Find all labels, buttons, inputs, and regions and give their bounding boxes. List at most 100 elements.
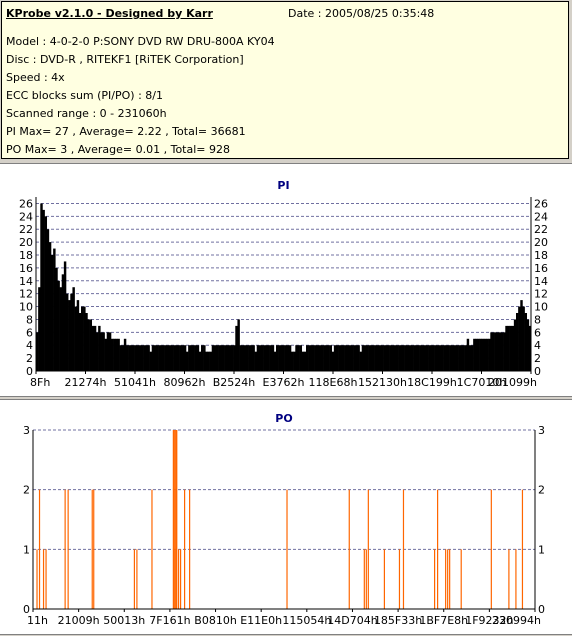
pi-bar xyxy=(192,345,195,371)
pi-bar xyxy=(171,345,174,371)
pi-bar xyxy=(417,345,420,371)
pi-bar xyxy=(372,345,375,371)
pi-bar xyxy=(113,338,116,371)
pi-ytick-right: 2 xyxy=(534,352,541,365)
po-xtick-label: 185F33h xyxy=(374,614,422,627)
pi-ytick-left: 8 xyxy=(26,313,33,326)
pi-bar xyxy=(432,345,435,371)
pi-bar xyxy=(224,345,228,371)
pi-bar xyxy=(466,338,470,371)
pi-bar xyxy=(398,345,401,371)
pi-bar xyxy=(423,345,427,371)
pi-bar xyxy=(391,345,395,371)
pi-bar xyxy=(237,319,240,371)
pi-bar xyxy=(216,345,219,371)
pi-bar xyxy=(505,325,508,371)
pi-bar xyxy=(481,338,485,371)
pi-bar xyxy=(370,345,373,371)
pi-bar xyxy=(383,345,386,371)
pi-bar xyxy=(98,325,101,371)
pi-chart-panel: PI 0 0 2 2 4 4 6 6 8 8 10 10 12 12 14 14 16 16 18 18 20 20 22 22… xyxy=(0,163,572,397)
pi-bar xyxy=(329,345,333,371)
pi-bar xyxy=(76,300,80,371)
pi-bar xyxy=(496,332,500,371)
pi-bar xyxy=(220,345,223,371)
pi-bar xyxy=(528,325,532,371)
pi-ytick-left: 12 xyxy=(19,288,33,301)
pi-bar xyxy=(196,345,200,371)
pi-bar xyxy=(233,345,236,371)
pi-xtick-label: B2524h xyxy=(213,376,256,389)
pi-bar xyxy=(333,345,337,371)
pi-bar xyxy=(239,345,243,371)
pi-bar xyxy=(145,345,148,371)
pi-ytick-right: 4 xyxy=(534,339,541,352)
pi-bar xyxy=(91,325,95,371)
pi-xtick-label: 80962h xyxy=(164,376,206,389)
pi-bar xyxy=(393,345,397,371)
pi-ytick-left: 26 xyxy=(19,197,33,210)
pi-stats: PI Max= 27 , Average= 2.22 , Total= 3668… xyxy=(6,125,246,138)
pi-bar xyxy=(108,332,112,371)
pi-bar xyxy=(428,345,431,371)
pi-bar xyxy=(235,325,238,371)
pi-bar xyxy=(42,209,45,371)
pi-bar xyxy=(385,345,388,371)
scan-speed: Speed : 4x xyxy=(6,71,65,84)
pi-bar xyxy=(117,338,120,371)
pi-bar xyxy=(222,345,225,371)
pi-bar xyxy=(458,345,461,371)
pi-bar xyxy=(451,345,455,371)
pi-bar xyxy=(374,345,378,371)
pi-bar xyxy=(490,332,493,371)
pi-bar xyxy=(479,338,483,371)
pi-bar xyxy=(389,345,393,371)
pi-ytick-left: 18 xyxy=(19,249,33,262)
scan-date: Date : 2005/08/25 0:35:48 xyxy=(288,7,435,20)
pi-bar xyxy=(57,280,60,371)
pi-bar xyxy=(325,345,328,371)
pi-bar xyxy=(513,319,517,371)
pi-ytick-right: 26 xyxy=(534,197,548,210)
disc-type: Disc : DVD-R , RITEKF1 [RiTEK Corporatio… xyxy=(6,53,244,66)
pi-bar xyxy=(201,345,204,371)
pi-bar xyxy=(158,345,161,371)
pi-bar xyxy=(164,345,168,371)
po-ytick-left: 2 xyxy=(23,484,30,497)
pi-ytick-left: 10 xyxy=(19,301,33,314)
pi-bar xyxy=(248,345,251,371)
pi-bar xyxy=(355,345,358,371)
po-chart-panel: PO 0 0 1 1 2 2 3 3 11h 21009h 50013h 7F161h B0810h E11… xyxy=(0,399,572,635)
pi-bar xyxy=(498,332,502,371)
disc-info-panel: KProbe v2.1.0 - Designed by Karr Date : … xyxy=(1,1,569,159)
pi-bar xyxy=(468,345,472,371)
pi-bar xyxy=(471,345,474,371)
pi-bar xyxy=(331,351,335,371)
pi-bar xyxy=(119,345,123,371)
drive-model: Model : 4-0-2-0 P:SONY DVD RW DRU-800A K… xyxy=(6,35,275,48)
pi-bar xyxy=(147,345,150,371)
pi-bar xyxy=(93,325,97,371)
pi-bar xyxy=(400,345,403,371)
pi-ytick-right: 18 xyxy=(534,249,548,262)
pi-bar xyxy=(434,345,438,371)
pi-bar xyxy=(104,338,108,371)
po-xtick-label: 1F9232h xyxy=(465,614,513,627)
pi-bar xyxy=(207,351,210,371)
pi-bar xyxy=(149,351,153,371)
pi-bar xyxy=(445,345,448,371)
pi-bar xyxy=(267,345,270,371)
pi-bar xyxy=(246,345,249,371)
pi-bar xyxy=(166,345,170,371)
pi-bar xyxy=(312,345,315,371)
pi-bar xyxy=(226,345,230,371)
pi-bar xyxy=(156,345,159,371)
pi-bar xyxy=(323,345,326,371)
pi-bar xyxy=(419,345,423,371)
pi-bar xyxy=(327,345,330,371)
pi-bar xyxy=(297,345,300,371)
pi-bar xyxy=(426,345,429,371)
pi-bar xyxy=(168,345,172,371)
po-chart: PO 0 0 1 1 2 2 3 3 11h 21009h 50013h 7F161h B0810h E11… xyxy=(23,412,545,627)
